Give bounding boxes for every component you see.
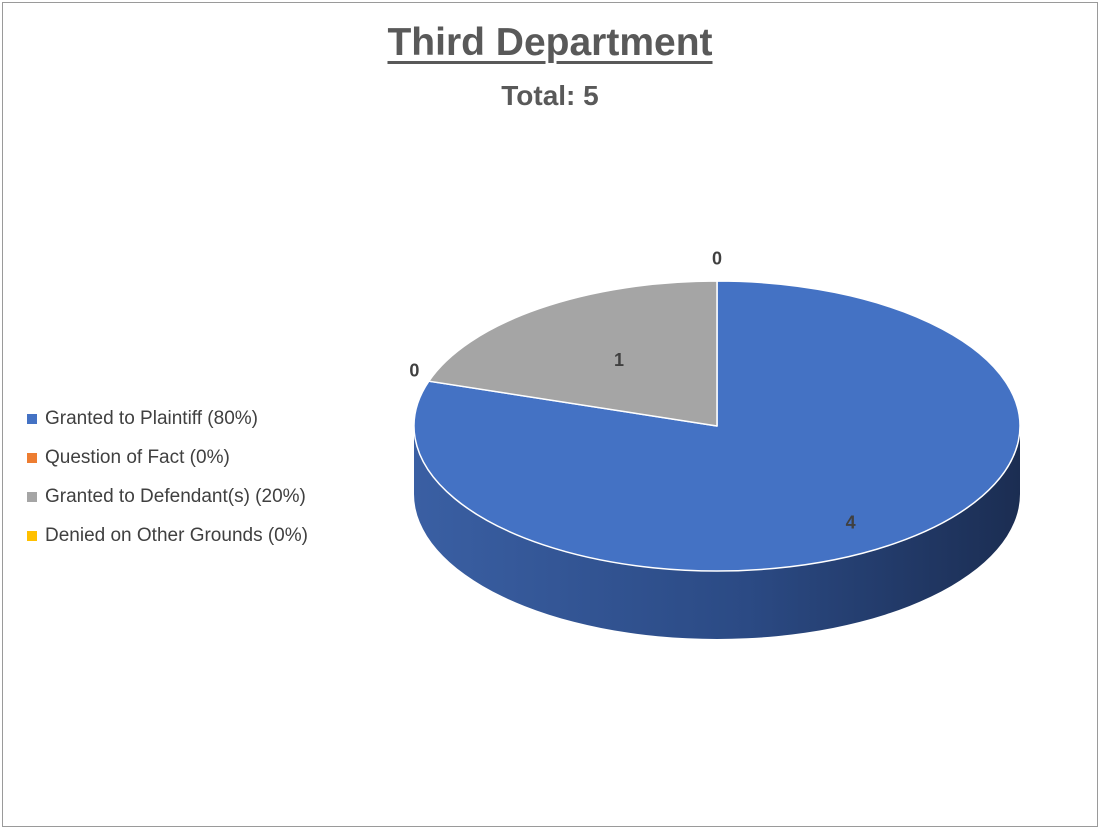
pie-side-granted-to-plaintiff	[414, 426, 1020, 639]
legend-item-granted-to-plaintiff: Granted to Plaintiff (80%)	[27, 399, 308, 438]
chart-subtitle: Total: 5	[501, 80, 599, 111]
legend-label: Granted to Plaintiff (80%)	[45, 407, 258, 429]
pie-chart: 4 0 1 0	[409, 248, 1021, 639]
data-label-granted-to-plaintiff: 4	[846, 513, 856, 533]
data-label-granted-to-defendant-s: 1	[614, 350, 624, 370]
legend-swatch	[27, 491, 37, 502]
legend-item-granted-to-defendants: Granted to Defendant(s) (20%)	[27, 477, 308, 516]
legend-item-denied-on-other-grounds: Denied on Other Grounds (0%)	[27, 516, 308, 555]
legend-label: Question of Fact (0%)	[45, 446, 230, 468]
legend-swatch	[27, 413, 37, 424]
pie-slice-granted-to-defendant-s	[428, 280, 718, 427]
pie-data-labels: 4 0 1 0	[409, 248, 855, 532]
legend-swatch	[27, 452, 37, 463]
pie-side-walls	[414, 426, 1020, 639]
legend-label: Denied on Other Grounds (0%)	[45, 524, 308, 546]
data-label-denied-on-other-grounds: 0	[712, 248, 722, 268]
data-label-question-of-fact: 0	[409, 361, 419, 381]
chart-title: Third Department	[387, 21, 713, 64]
chart-legend: Granted to Plaintiff (80%) Question of F…	[27, 399, 308, 555]
legend-label: Granted to Defendant(s) (20%)	[45, 485, 306, 507]
legend-item-question-of-fact: Question of Fact (0%)	[27, 438, 308, 477]
pie-slices	[413, 280, 1021, 572]
legend-swatch	[27, 530, 37, 541]
